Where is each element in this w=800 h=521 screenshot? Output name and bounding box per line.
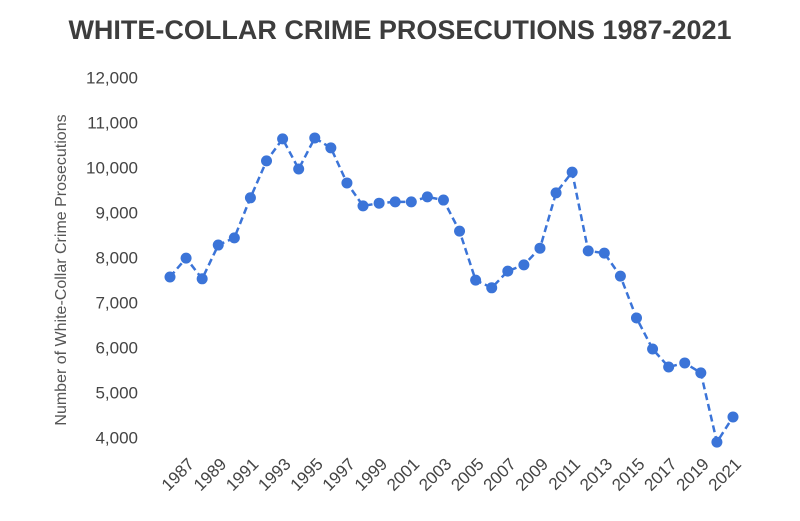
x-tick-label: 1995 [287, 455, 327, 495]
point [341, 177, 353, 189]
point [244, 192, 256, 204]
point [534, 242, 546, 254]
point [325, 142, 337, 154]
point [518, 259, 530, 271]
x-tick-label: 2003 [415, 455, 455, 495]
y-tick-label: 12,000 [86, 68, 138, 87]
point [357, 200, 369, 212]
y-tick-label: 8,000 [95, 248, 138, 267]
point [647, 343, 659, 355]
x-tick-label: 1999 [351, 455, 391, 495]
point [486, 282, 498, 294]
point [454, 225, 466, 237]
point [228, 232, 240, 244]
point [261, 155, 273, 167]
x-tick-label: 2005 [447, 455, 487, 495]
point [180, 252, 192, 264]
x-tick-label: 1989 [190, 455, 230, 495]
point [293, 163, 305, 175]
x-tick-label: 1997 [319, 455, 359, 495]
y-tick-label: 10,000 [86, 158, 138, 177]
y-tick-label: 11,000 [87, 113, 138, 132]
point [663, 361, 675, 373]
x-tick-label: 2013 [576, 455, 616, 495]
point [164, 271, 176, 283]
point [277, 133, 289, 145]
x-tick-label: 2011 [545, 455, 584, 494]
point [582, 245, 594, 257]
chart-title: WHITE-COLLAR CRIME PROSECUTIONS 1987-202… [68, 15, 731, 45]
x-tick-label: 2007 [480, 455, 520, 495]
x-tick-label: 2017 [640, 455, 680, 495]
x-tick-label: 1991 [222, 455, 262, 495]
point [630, 312, 642, 324]
point [196, 273, 208, 285]
y-tick-label: 4,000 [95, 428, 138, 447]
point [695, 367, 707, 379]
x-tick-label: 2009 [512, 455, 552, 495]
point [711, 436, 723, 448]
x-tick-label: 2021 [705, 455, 745, 495]
y-tick-label: 5,000 [95, 383, 138, 402]
x-tick-label: 2019 [673, 455, 713, 495]
point [679, 357, 691, 369]
point [502, 265, 514, 277]
point [437, 194, 449, 206]
point [309, 132, 321, 144]
y-tick-label: 7,000 [95, 293, 138, 312]
point [598, 247, 610, 259]
point [405, 196, 417, 208]
y-tick-label: 6,000 [95, 338, 138, 357]
point [373, 197, 385, 209]
point [614, 270, 626, 282]
x-tick-label: 1987 [158, 455, 198, 495]
x-tick-label: 2015 [608, 455, 648, 495]
y-tick-label: 9,000 [95, 203, 138, 222]
line [169, 136, 735, 446]
point [421, 191, 433, 203]
x-tick-label: 2001 [383, 455, 423, 495]
point [212, 239, 224, 251]
point [389, 196, 401, 208]
point [727, 411, 739, 423]
y-axis-label: Number of White-Collar Crime Prosecution… [53, 114, 70, 425]
point [550, 187, 562, 199]
x-tick-label: 1993 [254, 455, 294, 495]
point [470, 274, 482, 286]
point [566, 166, 578, 178]
